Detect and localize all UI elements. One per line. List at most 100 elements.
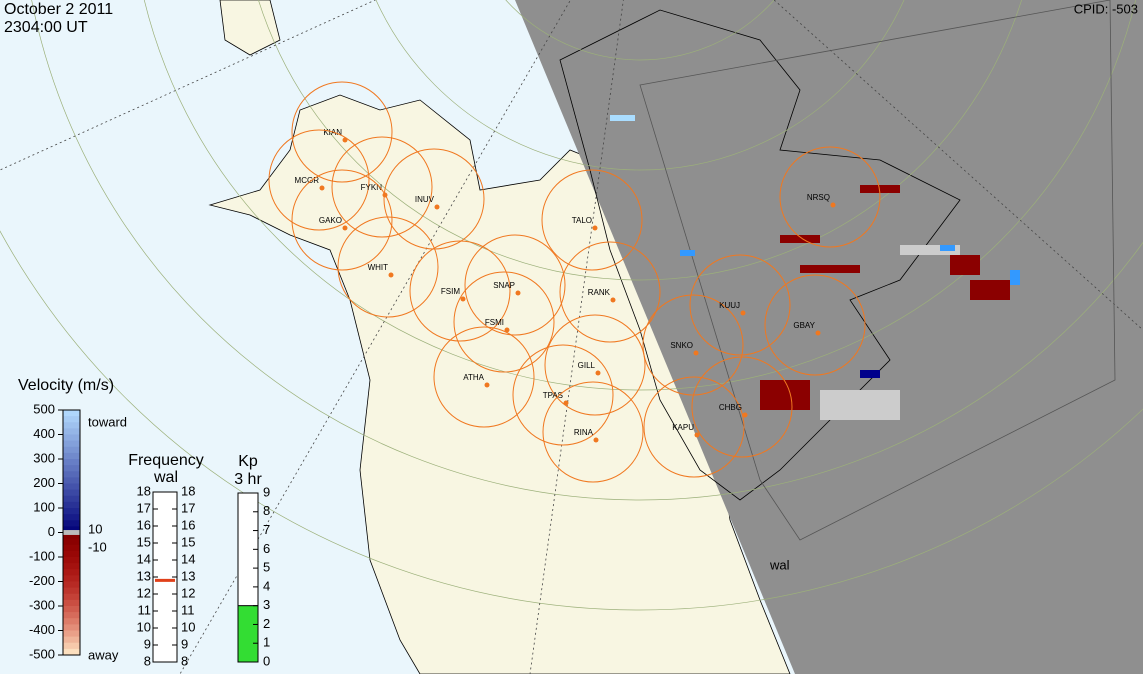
station-dot [342, 137, 348, 143]
velocity-swatch [63, 434, 80, 442]
kp-tick-label: 8 [263, 503, 270, 518]
frequency-tick-label: 16 [137, 517, 151, 532]
station-fov [541, 169, 643, 271]
station-label: GILL [578, 361, 596, 370]
kp-tick-label: 2 [263, 616, 270, 631]
station-fov [433, 326, 535, 428]
frequency-tick-label: 8 [181, 653, 188, 668]
station-label: TALO [572, 216, 592, 225]
station-dot [740, 310, 746, 316]
station-label: TPAS [543, 391, 563, 400]
station-dot [595, 370, 601, 376]
velocity-swatch [63, 550, 80, 558]
siberia [219, 0, 281, 56]
station-dot [484, 382, 490, 388]
station-label: GBAY [793, 321, 815, 330]
velocity-swatch [63, 563, 80, 570]
frequency-tick-label: 11 [138, 602, 152, 617]
velocity-swatch [63, 532, 80, 540]
station-fov [291, 81, 393, 183]
kp-tick-label: 4 [263, 578, 270, 593]
latitude-circles [0, 0, 1143, 611]
station-fov [331, 136, 433, 238]
kp-tick-label: 3 [263, 597, 270, 612]
frequency-tick-label: 8 [144, 653, 151, 668]
velocity-threshold-label: -10 [88, 539, 107, 554]
frequency-tick-label: 18 [181, 483, 195, 498]
station-fov [291, 169, 393, 271]
kp-tick-label: 0 [263, 653, 270, 668]
velocity-swatch [63, 557, 80, 564]
velocity-swatch [63, 642, 80, 650]
kp-tick-label: 6 [263, 541, 270, 556]
velocity-swatch [63, 446, 80, 454]
station-dot [694, 432, 700, 438]
station-label: WHIT [368, 263, 389, 272]
station-label: NRSQ [807, 193, 830, 202]
station-fov [779, 146, 881, 248]
radar-label: wal [769, 557, 790, 572]
frequency-tick-label: 18 [137, 483, 151, 498]
time: 2304:00 UT [4, 19, 88, 36]
station-dot [319, 185, 325, 191]
station-fov [691, 356, 793, 458]
station-fov [337, 216, 439, 318]
station-dot [434, 204, 440, 210]
station-dot [830, 202, 836, 208]
velocity-tick-label: -400 [29, 622, 55, 637]
velocity-swatch [63, 471, 80, 478]
station-dot [815, 330, 821, 336]
station-fov [764, 274, 866, 376]
station-label: RANK [588, 288, 611, 297]
station-dot [515, 290, 521, 296]
station-label: SNKO [670, 341, 693, 350]
station-dot [460, 296, 466, 302]
kp-tick-label: 7 [263, 522, 270, 537]
kp-period: 3 hr [234, 471, 262, 488]
cpid: CPID: -503 [1074, 1, 1138, 16]
station-fov [268, 129, 370, 231]
velocity-swatch [63, 624, 80, 631]
velocity-tick-label: 500 [33, 401, 55, 416]
velocity-swatch [63, 587, 80, 595]
velocity-tick-label: 300 [33, 450, 55, 465]
velocity-threshold-label: 10 [88, 521, 102, 536]
station-label: ATHA [463, 373, 484, 382]
frequency-tick-label: 10 [137, 619, 151, 634]
frequency-tick-label: 9 [181, 636, 188, 651]
station-dot [693, 350, 699, 356]
velocity-swatch [63, 410, 80, 417]
station-label: GAKO [319, 216, 342, 225]
velocity-tick-label: -300 [29, 597, 55, 612]
station-label: KAPU [672, 423, 694, 432]
velocity-swatch [63, 465, 80, 472]
velocity-tick-label: -100 [29, 548, 55, 563]
station-dot [592, 225, 598, 231]
velocity-away: away [88, 647, 119, 662]
station-fov [689, 254, 791, 356]
station-fov [544, 314, 646, 416]
frequency-tick-label: 15 [181, 534, 195, 549]
velocity-swatch [63, 612, 80, 619]
frequency-radar: wal [153, 469, 178, 486]
frequency-tick-label: 17 [137, 500, 151, 515]
station-fov [512, 344, 614, 446]
velocity-swatch [63, 489, 80, 497]
velocity-swatch [63, 514, 80, 521]
velocity-swatch [63, 416, 80, 423]
frequency-tick-label: 14 [181, 551, 195, 566]
frequency-tick-label: 10 [181, 619, 195, 634]
station-dot [610, 297, 616, 303]
velocity-tick-label: 0 [48, 524, 55, 539]
velocity-swatch [63, 440, 80, 448]
velocity-swatch [63, 599, 80, 607]
velocity-swatch [63, 636, 80, 644]
velocity-tick-label: 200 [33, 475, 55, 490]
velocity-swatch [63, 526, 80, 533]
velocity-title: Velocity (m/s) [18, 377, 114, 394]
station-label: KIAN [323, 128, 342, 137]
frequency-title: Frequency [128, 452, 204, 469]
velocity-swatch [63, 569, 80, 576]
velocity-swatch [63, 495, 80, 503]
